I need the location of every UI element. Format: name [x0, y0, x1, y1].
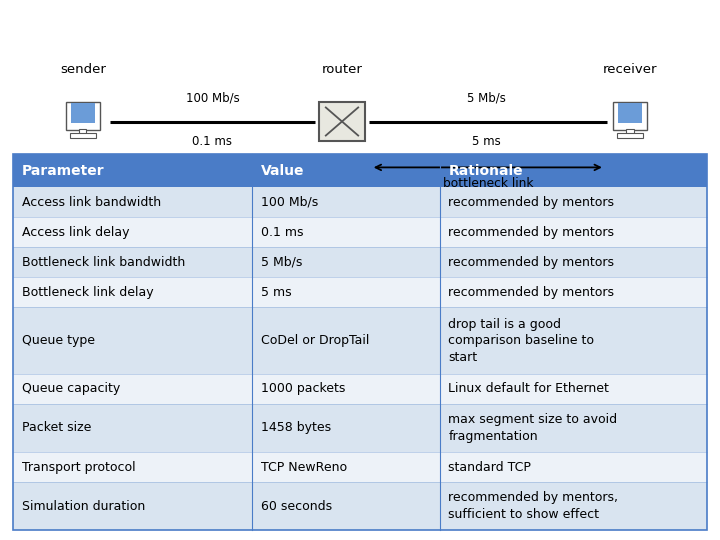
Text: TCP NewReno: TCP NewReno — [261, 461, 347, 474]
Bar — [70, 133, 96, 138]
Text: Bottleneck link delay: Bottleneck link delay — [22, 286, 153, 299]
Text: Value: Value — [261, 164, 305, 178]
Bar — [618, 103, 642, 123]
Text: 100 Mb/s: 100 Mb/s — [186, 91, 239, 104]
Text: receiver: receiver — [603, 63, 657, 76]
Text: Access link bandwidth: Access link bandwidth — [22, 196, 161, 209]
Text: 5 Mb/s: 5 Mb/s — [261, 256, 302, 269]
Bar — [13, 452, 707, 482]
Bar — [79, 129, 86, 134]
Text: Bottleneck link bandwidth: Bottleneck link bandwidth — [22, 256, 185, 269]
Text: max segment size to avoid
fragmentation: max segment size to avoid fragmentation — [449, 413, 618, 443]
Bar — [71, 103, 95, 123]
Bar — [617, 133, 643, 138]
Text: router: router — [322, 63, 362, 76]
Text: Simulation duration: Simulation duration — [22, 500, 145, 512]
Text: 1000 packets: 1000 packets — [261, 382, 346, 395]
Text: recommended by mentors: recommended by mentors — [449, 256, 614, 269]
Text: standard TCP: standard TCP — [449, 461, 531, 474]
Bar — [613, 102, 647, 130]
Text: Transport protocol: Transport protocol — [22, 461, 135, 474]
Bar — [13, 404, 707, 452]
Text: 5 ms: 5 ms — [261, 286, 292, 299]
Bar — [13, 307, 707, 374]
Text: 0.1 ms: 0.1 ms — [192, 135, 233, 148]
Bar — [13, 154, 707, 530]
Bar — [13, 217, 707, 247]
Bar — [13, 277, 707, 307]
Bar — [319, 102, 366, 141]
Bar — [13, 247, 707, 277]
Text: recommended by mentors: recommended by mentors — [449, 286, 614, 299]
Bar — [13, 154, 707, 187]
Text: 0.1 ms: 0.1 ms — [261, 226, 304, 239]
Bar — [13, 482, 707, 530]
Text: Packet size: Packet size — [22, 421, 91, 434]
Text: drop tail is a good
comparison baseline to
start: drop tail is a good comparison baseline … — [449, 318, 595, 363]
Text: Queue type: Queue type — [22, 334, 94, 347]
Text: 1458 bytes: 1458 bytes — [261, 421, 331, 434]
Text: CoDel or DropTail: CoDel or DropTail — [261, 334, 369, 347]
Bar — [13, 374, 707, 404]
Text: Parameter: Parameter — [22, 164, 104, 178]
Text: 5 ms: 5 ms — [472, 135, 500, 148]
Text: 100 Mb/s: 100 Mb/s — [261, 196, 318, 209]
Bar — [626, 129, 634, 134]
Bar — [13, 187, 707, 217]
Text: 60 seconds: 60 seconds — [261, 500, 332, 512]
Text: Linux default for Ethernet: Linux default for Ethernet — [449, 382, 609, 395]
Text: 5 Mb/s: 5 Mb/s — [467, 91, 505, 104]
Text: bottleneck link: bottleneck link — [443, 177, 533, 190]
Text: Rationale: Rationale — [449, 164, 523, 178]
Text: Queue capacity: Queue capacity — [22, 382, 120, 395]
Text: recommended by mentors,
sufficient to show effect: recommended by mentors, sufficient to sh… — [449, 491, 618, 521]
Text: Access link delay: Access link delay — [22, 226, 129, 239]
Text: recommended by mentors: recommended by mentors — [449, 196, 614, 209]
Text: sender: sender — [60, 63, 106, 76]
Bar — [66, 102, 100, 130]
Text: recommended by mentors: recommended by mentors — [449, 226, 614, 239]
